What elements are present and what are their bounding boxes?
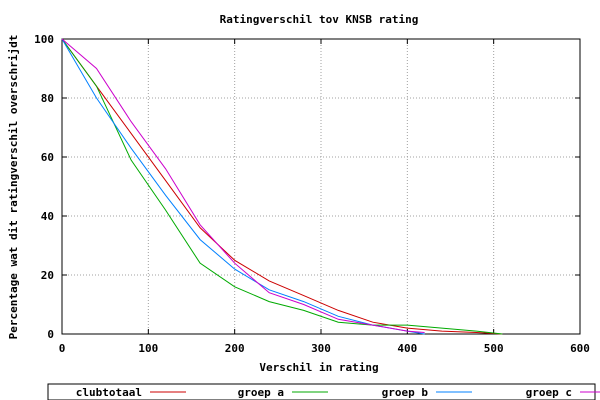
legend-label-groep-b: groep b [382,386,429,399]
y-tick-label: 100 [34,33,54,46]
series-line-groep-b [61,38,425,335]
y-tick-label: 40 [41,210,54,223]
y-tick-label: 80 [41,92,54,105]
y-tick-label: 60 [41,151,54,164]
x-tick-label: 500 [484,342,504,355]
series-line-clubtotaal [61,38,503,335]
x-tick-label: 300 [311,342,331,355]
legend-label-groep-c: groep c [526,386,572,399]
series-line-groep-a [61,38,503,335]
legend-label-groep-a: groep a [238,386,284,399]
y-tick-label: 20 [41,269,54,282]
x-tick-label: 400 [397,342,417,355]
x-tick-label: 0 [59,342,66,355]
grid-lines [62,39,580,334]
chart-title: Ratingverschil tov KNSB rating [220,13,419,26]
y-tick-label: 0 [47,328,54,341]
x-tick-label: 200 [225,342,245,355]
series-lines [61,38,503,335]
axis-ticks: 0 100 200 300 400 500 600 0 20 40 60 80 100 [34,33,590,355]
series-line-groep-c [61,38,425,333]
x-axis-label: Verschil in rating [259,361,378,374]
legend-label-clubtotaal: clubtotaal [76,386,142,399]
x-tick-label: 600 [570,342,590,355]
x-tick-label: 100 [138,342,158,355]
y-axis-label: Percentage wat dit ratingverschil oversc… [7,35,20,340]
legend: clubtotaal groep a groep b groep c [47,383,600,400]
